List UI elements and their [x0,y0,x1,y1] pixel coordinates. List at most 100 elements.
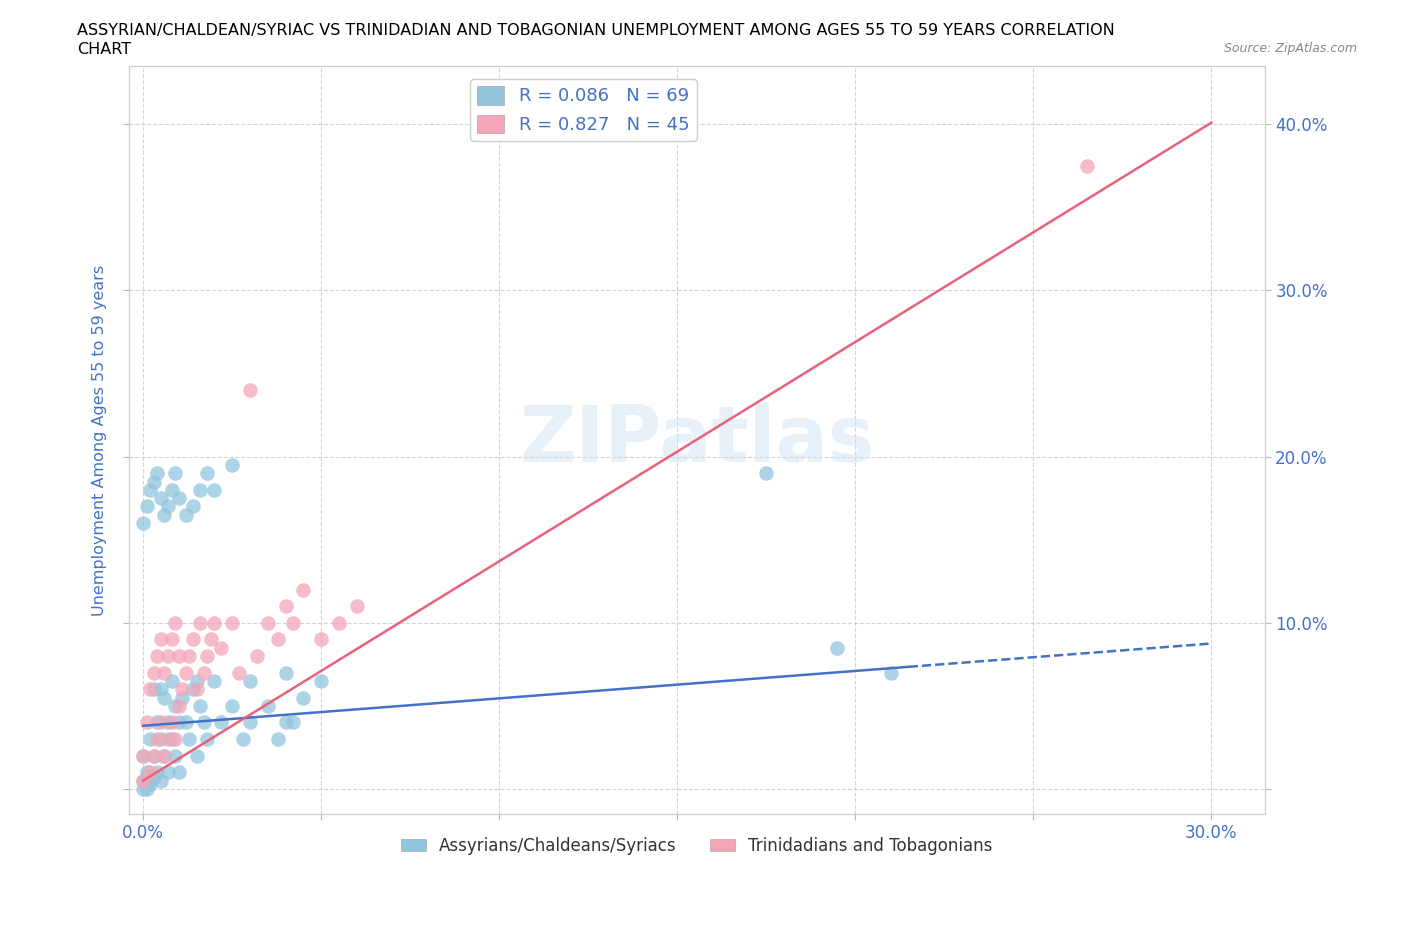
Point [160,631,183,646]
Point [146,648,169,663]
Point [146,764,169,779]
Point [256,616,278,631]
Point [193,665,215,680]
Point [174,715,197,730]
Point [135,499,157,514]
Point [153,690,176,705]
Y-axis label: Unemployment Among Ages 55 to 59 years: Unemployment Among Ages 55 to 59 years [93,264,107,616]
Point [149,491,172,506]
Point [202,483,225,498]
Point [221,698,243,713]
Point [181,499,204,514]
Point [328,616,350,631]
Point [153,749,176,764]
Point [232,732,254,747]
Point [135,781,157,796]
Point [174,508,197,523]
Point [132,749,155,764]
Point [139,764,162,779]
Point [186,682,208,697]
Point [142,474,165,489]
Text: CHART: CHART [77,42,131,57]
Point [256,698,278,713]
Point [186,749,208,764]
Point [160,483,183,498]
Point [193,715,215,730]
Point [139,732,162,747]
Point [146,466,169,481]
Point [239,383,262,398]
Point [172,682,194,697]
Point [281,616,304,631]
Text: ZIPatlas: ZIPatlas [519,402,875,478]
Point [165,466,187,481]
Point [755,466,778,481]
Point [167,491,190,506]
Point [209,640,232,655]
Point [142,665,165,680]
Point [149,732,172,747]
Point [165,616,187,631]
Point [157,648,180,663]
Point [274,665,297,680]
Point [202,673,225,688]
Point [188,616,211,631]
Point [157,499,180,514]
Point [274,599,297,614]
Point [167,715,190,730]
Point [142,682,165,697]
Point [135,764,157,779]
Point [267,631,290,646]
Point [149,682,172,697]
Point [181,682,204,697]
Point [165,698,187,713]
Point [309,631,332,646]
Point [309,673,332,688]
Point [172,690,194,705]
Point [149,631,172,646]
Point [188,698,211,713]
Point [827,640,849,655]
Point [132,515,155,530]
Point [186,673,208,688]
Point [149,715,172,730]
Point [146,715,169,730]
Legend: Assyrians/Chaldeans/Syriacs, Trinidadians and Tobagonians: Assyrians/Chaldeans/Syriacs, Trinidadian… [394,830,1000,861]
Point [200,631,222,646]
Point [281,715,304,730]
Point [153,749,176,764]
Text: ASSYRIAN/CHALDEAN/SYRIAC VS TRINIDADIAN AND TOBAGONIAN UNEMPLOYMENT AMONG AGES 5: ASSYRIAN/CHALDEAN/SYRIAC VS TRINIDADIAN … [77,23,1115,38]
Point [167,648,190,663]
Point [239,673,262,688]
Point [139,483,162,498]
Point [139,773,162,788]
Point [292,690,315,705]
Point [135,768,157,783]
Point [160,673,183,688]
Point [202,616,225,631]
Point [132,749,155,764]
Point [880,665,903,680]
Point [346,599,368,614]
Point [195,466,218,481]
Point [160,715,183,730]
Point [146,732,169,747]
Point [181,631,204,646]
Point [142,749,165,764]
Point [132,773,155,788]
Point [153,508,176,523]
Point [221,458,243,472]
Point [167,698,190,713]
Point [209,715,232,730]
Point [149,773,172,788]
Point [195,648,218,663]
Point [179,648,201,663]
Point [165,732,187,747]
Point [157,715,180,730]
Point [139,777,162,791]
Point [135,715,157,730]
Point [267,732,290,747]
Point [165,749,187,764]
Point [174,665,197,680]
Point [239,715,262,730]
